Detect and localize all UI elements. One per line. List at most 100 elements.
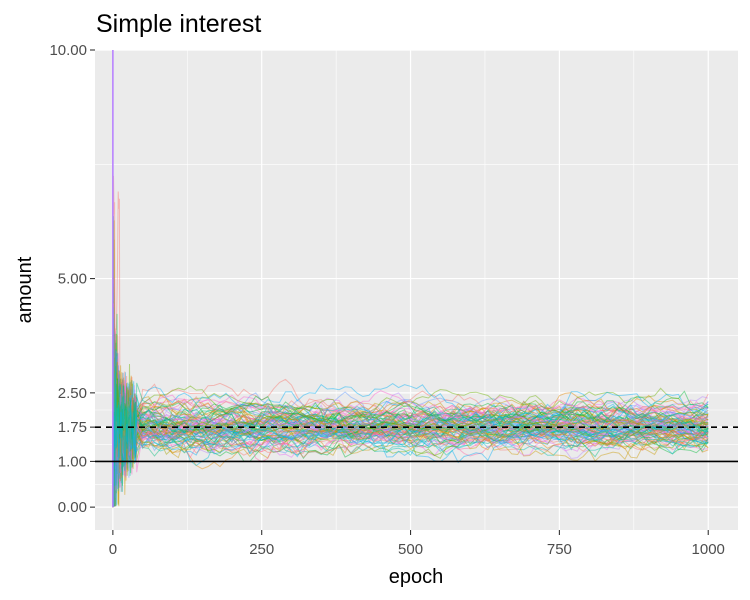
series-line	[112, 378, 709, 507]
series-line	[112, 345, 709, 485]
series-line	[112, 283, 709, 482]
series-line	[112, 319, 709, 492]
series-line	[112, 384, 709, 507]
series-line	[112, 302, 709, 507]
y-tick-label: 1.75	[58, 419, 87, 436]
x-tick-label: 0	[109, 541, 117, 558]
series-line	[112, 358, 709, 492]
series-line	[112, 349, 709, 488]
series-line	[112, 175, 709, 472]
series-line	[112, 216, 709, 467]
series-line	[112, 375, 709, 508]
series-line	[112, 363, 709, 477]
series-line	[112, 380, 709, 482]
series-line	[112, 356, 709, 486]
minor-grid	[95, 50, 738, 530]
series-line	[112, 342, 709, 508]
series-line	[112, 393, 709, 508]
series-line	[112, 346, 709, 507]
series-line	[112, 352, 709, 458]
y-tick-label: 10.00	[49, 42, 87, 59]
series-line	[112, 377, 709, 507]
series-line	[112, 382, 709, 452]
series-line	[112, 323, 709, 448]
series-line	[112, 381, 709, 489]
series-line	[112, 375, 709, 508]
series-line	[112, 331, 709, 508]
series-line	[112, 286, 709, 461]
series-line	[112, 322, 709, 481]
x-tick-label: 750	[547, 541, 572, 558]
series-line	[112, 381, 709, 507]
series-line	[112, 371, 709, 508]
series-line	[112, 408, 709, 469]
series-line	[112, 393, 709, 503]
series-line	[112, 333, 709, 508]
series-line	[112, 377, 709, 507]
series-line	[112, 326, 709, 508]
series-line	[112, 289, 709, 507]
series-line	[112, 387, 709, 508]
series-line	[112, 239, 709, 470]
series-line	[112, 398, 709, 508]
series-line	[112, 367, 709, 508]
series-line	[112, 336, 709, 507]
series-line	[112, 289, 709, 468]
series-line	[112, 373, 709, 507]
series-line	[112, 372, 709, 483]
series-line	[112, 272, 709, 507]
series-line	[112, 353, 709, 508]
series-line	[112, 334, 709, 483]
series-line	[112, 366, 709, 508]
x-tick-label: 250	[249, 541, 274, 558]
series-line	[112, 331, 709, 484]
series-line	[112, 279, 709, 479]
series-line	[112, 350, 709, 508]
series-line	[112, 370, 709, 508]
series-line	[112, 395, 709, 508]
series-line	[112, 367, 709, 507]
series-line	[112, 355, 709, 476]
series-line	[112, 333, 709, 508]
series-line	[112, 300, 709, 484]
x-axis-title: epoch	[389, 566, 444, 588]
series-line	[112, 376, 709, 507]
chart-title: Simple interest	[96, 10, 261, 38]
series-line	[112, 383, 709, 508]
x-tick-label: 500	[398, 541, 423, 558]
series-line	[112, 389, 709, 469]
series-line	[112, 366, 709, 487]
x-tick-label: 1000	[692, 541, 725, 558]
series-line	[112, 351, 709, 508]
y-axis-title: amount	[14, 256, 36, 323]
series-line	[112, 352, 709, 492]
series-line	[112, 367, 709, 488]
series-line	[112, 344, 709, 489]
series-line	[112, 358, 709, 508]
series-line	[112, 349, 709, 507]
series-line	[112, 344, 709, 508]
series-line	[112, 356, 709, 484]
series-line	[112, 303, 709, 471]
y-tick-label: 2.50	[58, 385, 87, 402]
series-line	[112, 362, 709, 488]
series-line	[112, 313, 709, 507]
series-line	[112, 368, 709, 507]
series-line	[112, 345, 709, 508]
series-line	[112, 351, 709, 507]
series-line	[112, 330, 709, 467]
series-line	[112, 363, 709, 450]
series-line	[112, 308, 709, 507]
series-line	[112, 305, 709, 467]
series-line	[112, 324, 709, 507]
series-line	[112, 380, 709, 470]
y-tick-label: 0.00	[58, 499, 87, 516]
y-axis: 0.00 1.00 1.75 2.50 5.00 10.00	[49, 42, 95, 516]
series-line	[112, 220, 709, 507]
y-tick-label: 5.00	[58, 271, 87, 288]
x-axis: 0 250 500 750 1000	[109, 530, 725, 558]
series-line	[112, 314, 709, 468]
series-line	[112, 388, 709, 507]
reference-lines	[95, 426, 738, 463]
